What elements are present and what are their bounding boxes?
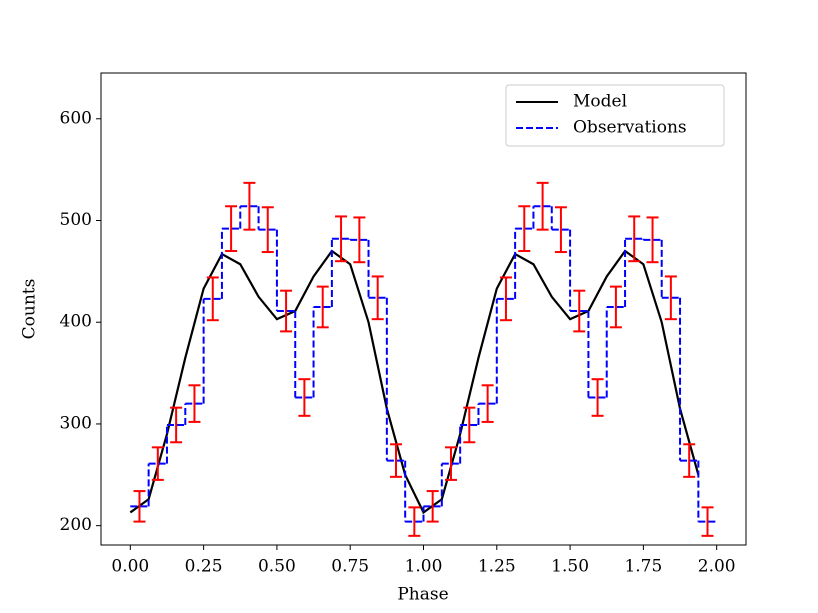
error-bar xyxy=(609,285,622,329)
error-bar xyxy=(225,205,238,253)
error-bar xyxy=(298,378,311,417)
error-bar xyxy=(444,446,457,481)
x-tick-label: 0.25 xyxy=(185,557,223,577)
x-tick-label: 1.25 xyxy=(478,557,516,577)
error-bar xyxy=(628,215,641,263)
error-bar xyxy=(188,384,201,423)
model-line xyxy=(129,249,700,515)
error-bar xyxy=(335,215,348,263)
x-tick-label: 1.75 xyxy=(624,557,662,577)
plot-frame xyxy=(100,72,747,546)
error-bar xyxy=(316,285,329,329)
x-tick-label: 1.00 xyxy=(405,557,443,577)
legend-label: Model xyxy=(573,92,627,112)
legend-label: Observations xyxy=(573,118,687,138)
error-bar xyxy=(371,275,384,321)
error-bar xyxy=(591,378,604,417)
x-tick-label: 0.75 xyxy=(331,557,369,577)
error-bar xyxy=(133,490,146,523)
error-bar xyxy=(426,490,439,523)
y-tick-label: 500 xyxy=(60,210,92,230)
error-bar xyxy=(280,289,293,333)
error-bar xyxy=(353,216,366,264)
error-bar xyxy=(499,276,512,322)
error-bar xyxy=(206,276,219,322)
observations xyxy=(130,205,717,523)
x-tick-label: 2.00 xyxy=(698,557,736,577)
error-bar xyxy=(683,443,696,478)
error-bar xyxy=(664,275,677,321)
x-tick-label: 0.50 xyxy=(258,557,296,577)
x-tick-label: 1.50 xyxy=(551,557,589,577)
error-bar xyxy=(261,206,274,254)
error-bar xyxy=(518,205,531,253)
y-tick-label: 300 xyxy=(60,413,92,433)
error-bar xyxy=(701,506,714,537)
error-bar xyxy=(481,384,494,423)
error-bar xyxy=(536,181,549,231)
error-bar xyxy=(151,446,164,481)
legend-box xyxy=(505,84,725,147)
y-tick-label: 600 xyxy=(60,108,92,128)
y-tick-label: 400 xyxy=(60,312,92,332)
error-bar xyxy=(408,506,421,537)
error-bar xyxy=(170,406,183,444)
legend: Model Observations xyxy=(505,84,725,147)
error-bar xyxy=(573,289,586,333)
error-bar xyxy=(243,181,256,231)
error-bar xyxy=(554,206,567,254)
y-tick-label: 200 xyxy=(60,515,92,535)
y-axis-label: Counts xyxy=(20,279,40,340)
x-tick-label: 0.00 xyxy=(111,557,149,577)
error-bar xyxy=(646,216,659,264)
x-axis-label: Phase xyxy=(397,585,448,605)
error-bar xyxy=(463,406,476,444)
error-bar xyxy=(390,443,403,478)
